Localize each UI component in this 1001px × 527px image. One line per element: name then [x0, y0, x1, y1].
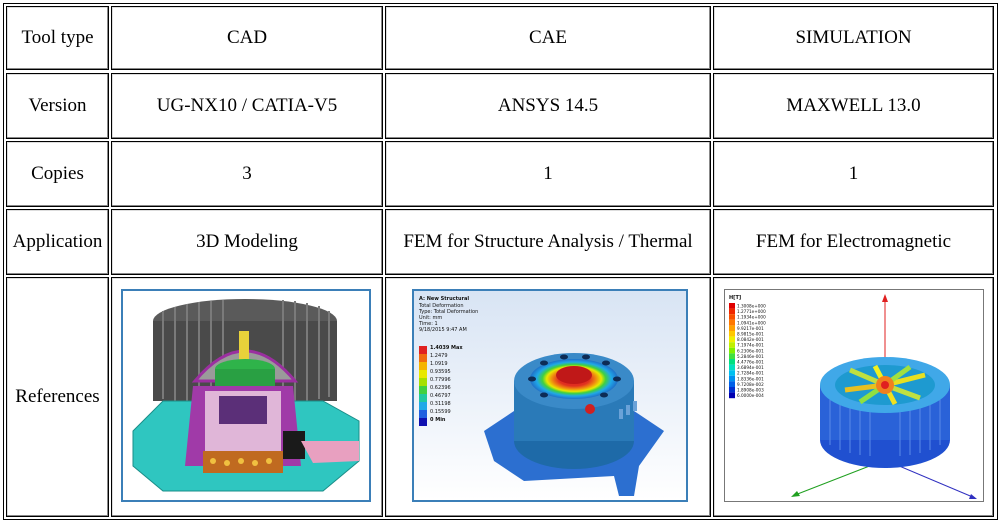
maxwell-legend-label: 5.2846e-001 [737, 354, 764, 359]
maxwell-legend-swatch [729, 303, 735, 309]
maxwell-legend-label: 8.0842e-001 [737, 337, 764, 342]
maxwell-legend-label: 4.4776e-001 [737, 360, 764, 365]
ansys-info-line: Time: 1 [418, 321, 438, 327]
cad-tool-type: CAD [111, 6, 383, 70]
maxwell-legend-label: 1.3008e+000 [737, 304, 766, 309]
ansys-legend-swatch [419, 362, 427, 370]
ansys-legend-swatch [419, 354, 427, 362]
maxwell-legend-swatch [729, 314, 735, 320]
ansys-legend-swatch [419, 370, 427, 378]
ansys-legend-swatch [419, 410, 427, 418]
maxwell-legend-swatch [729, 392, 735, 399]
ansys-legend-label: 0 Min [430, 417, 446, 423]
cad-application: 3D Modeling [111, 209, 383, 275]
ansys-legend-swatch [419, 346, 427, 354]
maxwell-legend-label: 9.7208e-002 [737, 382, 764, 387]
maxwell-legend-swatch [729, 325, 735, 331]
ansys-legend-swatch [419, 418, 427, 426]
cae-application: FEM for Structure Analysis / Thermal [385, 209, 711, 275]
maxwell-legend-swatch [729, 308, 735, 315]
maxwell-legend-swatch [729, 331, 735, 337]
ansys-legend-label: 1.2479 [430, 353, 448, 359]
maxwell-legend-swatch [729, 381, 735, 387]
simulation-version: MAXWELL 13.0 [713, 73, 994, 139]
maxwell-field-image: H[T] 1.3008e+000 1.2771e+000 1.1934e+000 1.… [724, 289, 984, 502]
cae-version: ANSYS 14.5 [385, 73, 711, 139]
maxwell-legend-label: 6.0000e-004 [737, 393, 764, 398]
row-label-version: Version [6, 73, 109, 139]
maxwell-legend-label: 2.7284e-001 [737, 371, 764, 376]
ansys-legend-label: 0.62396 [430, 385, 451, 391]
ansys-title: A: New Structural [419, 296, 469, 302]
cad-copies: 3 [111, 141, 383, 207]
ansys-legend-swatch [419, 378, 427, 386]
maxwell-legend-label: 1.8908e-003 [737, 388, 764, 393]
ansys-deformation-image: A: New Structural Total Deformation Type:… [412, 289, 688, 502]
ansys-legend-label: 0.15599 [430, 409, 451, 415]
maxwell-legend-swatch [729, 364, 735, 371]
maxwell-legend-label: 8.9815e-001 [737, 332, 764, 337]
maxwell-legend-swatch [729, 342, 735, 348]
row-label-copies: Copies [6, 141, 109, 207]
maxwell-legend-swatch [729, 353, 735, 359]
ansys-info-line: Total Deformation [418, 303, 464, 309]
ansys-legend-swatch [419, 394, 427, 402]
maxwell-legend-swatch [729, 370, 735, 376]
maxwell-legend-swatch [729, 387, 735, 393]
ansys-legend-label: 0.46797 [430, 393, 451, 399]
maxwell-legend-label: 3.6894e-001 [737, 365, 764, 370]
maxwell-legend-label: 7.1974e-001 [737, 343, 764, 348]
maxwell-legend-swatch [729, 359, 735, 365]
maxwell-legend-label: 1.2771e+000 [737, 309, 766, 314]
cae-copies: 1 [385, 141, 711, 207]
maxwell-legend-swatch [729, 336, 735, 343]
cad-version: UG-NX10 / CATIA-V5 [111, 73, 383, 139]
simulation-tool-type: SIMULATION [713, 6, 994, 70]
maxwell-legend-swatch [729, 319, 735, 326]
ansys-legend-label: 1.0919 [430, 361, 448, 367]
row-label-references: References [6, 277, 109, 517]
cad-motor-cutaway-image [121, 289, 371, 502]
ansys-info-line: 9/18/2015 9:47 AM [419, 327, 467, 333]
ansys-info-line: Unit: mm [419, 315, 442, 321]
ansys-legend-label: 0.77996 [430, 377, 451, 383]
simulation-application: FEM for Electromagnetic [713, 209, 994, 275]
maxwell-legend-swatch [729, 375, 735, 382]
row-label-application: Application [6, 209, 109, 275]
maxwell-legend-label: 9.9217e-001 [737, 326, 764, 331]
ansys-legend-label: 0.31198 [430, 401, 451, 407]
tools-table: Tool type CAD CAE SIMULATION Version UG-… [3, 3, 998, 520]
maxwell-title: H[T] [729, 295, 741, 301]
row-label-tool-type: Tool type [6, 6, 109, 70]
maxwell-legend-swatch [729, 347, 735, 354]
simulation-copies: 1 [713, 141, 994, 207]
ansys-legend-label: 1.4039 Max [430, 345, 463, 351]
ansys-legend-swatch [419, 402, 427, 410]
ansys-info-line: Type: Total Deformation [418, 309, 478, 315]
maxwell-legend-label: 1.1934e+000 [737, 315, 766, 320]
ansys-legend-label: 0.93595 [430, 369, 451, 375]
maxwell-legend-label: 1.8336e-001 [737, 376, 764, 381]
ansys-legend-swatch [419, 386, 427, 394]
maxwell-legend-label: 6.2306e-001 [737, 348, 764, 353]
cae-tool-type: CAE [385, 6, 711, 70]
maxwell-legend-label: 1.0941e+000 [737, 320, 766, 325]
